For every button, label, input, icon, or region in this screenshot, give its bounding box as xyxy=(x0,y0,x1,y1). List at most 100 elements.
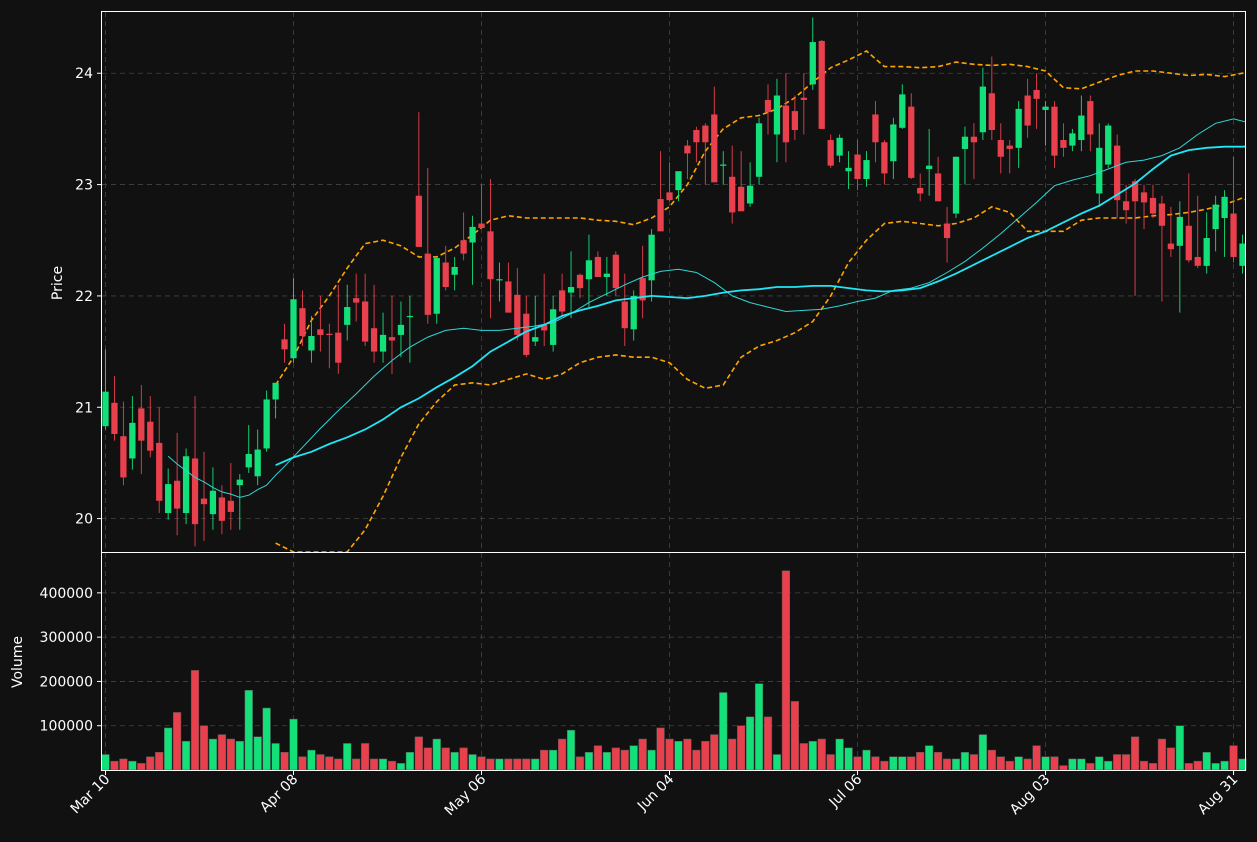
candle-body xyxy=(388,337,396,341)
volume-bar xyxy=(361,743,370,771)
candle-body xyxy=(102,391,109,427)
volume-bar xyxy=(575,756,585,771)
volume-bar xyxy=(934,752,943,771)
volume-bar xyxy=(181,740,191,771)
volume-bar xyxy=(754,683,764,771)
volume-bar xyxy=(951,758,961,771)
candle-body xyxy=(182,456,190,514)
candle-body xyxy=(451,266,458,275)
volume-bar xyxy=(280,752,289,771)
volume-bar xyxy=(1041,756,1050,771)
candle xyxy=(147,396,154,458)
volume-bar xyxy=(925,745,934,771)
candle xyxy=(1212,195,1219,252)
volume-bar xyxy=(208,738,218,771)
candle xyxy=(335,284,342,374)
candle xyxy=(585,234,593,308)
candle-body xyxy=(558,290,566,312)
candle-body xyxy=(800,97,807,100)
volume-bar xyxy=(1077,758,1086,771)
candle-body xyxy=(764,99,772,113)
candle-body xyxy=(147,421,154,451)
candle-body xyxy=(782,105,790,143)
volume-bar xyxy=(745,716,755,771)
candle xyxy=(442,245,449,291)
candle-body xyxy=(1122,201,1130,211)
volume-bar xyxy=(557,738,567,771)
volume-bar xyxy=(987,749,996,771)
candle xyxy=(1185,173,1192,263)
volume-bar xyxy=(871,756,880,771)
candle-body xyxy=(1203,238,1210,266)
volume-bar xyxy=(737,725,746,771)
candle xyxy=(1006,140,1013,174)
volume-bar xyxy=(1086,763,1095,771)
candle-body xyxy=(702,125,709,143)
candle xyxy=(1105,123,1112,168)
candle-body xyxy=(809,42,816,85)
candle-body xyxy=(684,145,691,154)
volume-bar xyxy=(531,758,540,771)
volume-bar xyxy=(334,758,343,771)
volume-bar xyxy=(173,712,182,771)
candle-body xyxy=(236,479,243,486)
candle-body xyxy=(1239,243,1245,266)
volume-bar xyxy=(1050,756,1059,771)
candle-body xyxy=(173,480,181,509)
volume-bar xyxy=(710,734,719,771)
candle-body xyxy=(335,332,342,363)
volume-bar xyxy=(960,752,970,771)
candle xyxy=(487,179,494,319)
moving-averages xyxy=(167,118,1245,498)
volume-bar xyxy=(593,745,603,771)
candle xyxy=(603,256,610,296)
volume-bar xyxy=(495,758,504,771)
candle xyxy=(505,262,512,313)
volume-bar xyxy=(799,743,808,771)
candle-body xyxy=(621,301,628,329)
candle-body xyxy=(263,399,270,449)
candle-body xyxy=(666,192,673,201)
volume-bar xyxy=(1059,765,1068,771)
candle-body xyxy=(1230,213,1237,257)
candle xyxy=(254,429,261,486)
candle-body xyxy=(1140,192,1148,203)
candle-body xyxy=(952,156,960,214)
candle xyxy=(496,262,503,302)
volume-bar xyxy=(781,570,791,771)
candle xyxy=(541,273,548,347)
candle xyxy=(746,162,754,207)
candle xyxy=(863,151,870,187)
candle-body xyxy=(720,164,727,166)
candle xyxy=(845,151,852,190)
volume-bar xyxy=(343,743,352,771)
candle-body xyxy=(308,336,315,351)
candle xyxy=(970,123,978,180)
volume-bar xyxy=(405,752,414,771)
volume-bar xyxy=(1229,745,1238,771)
candle-body xyxy=(317,329,324,335)
candle-body xyxy=(1069,133,1076,146)
candle-body xyxy=(361,301,369,342)
volume-bar xyxy=(1202,752,1211,771)
candle xyxy=(702,123,709,185)
candle xyxy=(370,284,378,363)
volume-bar xyxy=(1193,760,1202,771)
volume-bar xyxy=(880,760,889,771)
candle-body xyxy=(397,324,405,335)
volume-bar xyxy=(1166,747,1175,771)
candle xyxy=(558,273,566,316)
candle-body xyxy=(585,260,593,280)
candle-body xyxy=(567,287,575,293)
candle xyxy=(308,315,315,363)
volume-bar xyxy=(656,727,665,771)
volume-bar xyxy=(1014,756,1023,771)
price-axis-label: Price xyxy=(50,266,66,300)
candle xyxy=(1042,101,1049,146)
candle-body xyxy=(872,114,879,143)
volume-bar xyxy=(119,758,128,771)
candle xyxy=(567,251,575,319)
candle-body xyxy=(218,497,226,521)
volume-bar xyxy=(835,738,844,771)
candle-body xyxy=(326,333,333,335)
